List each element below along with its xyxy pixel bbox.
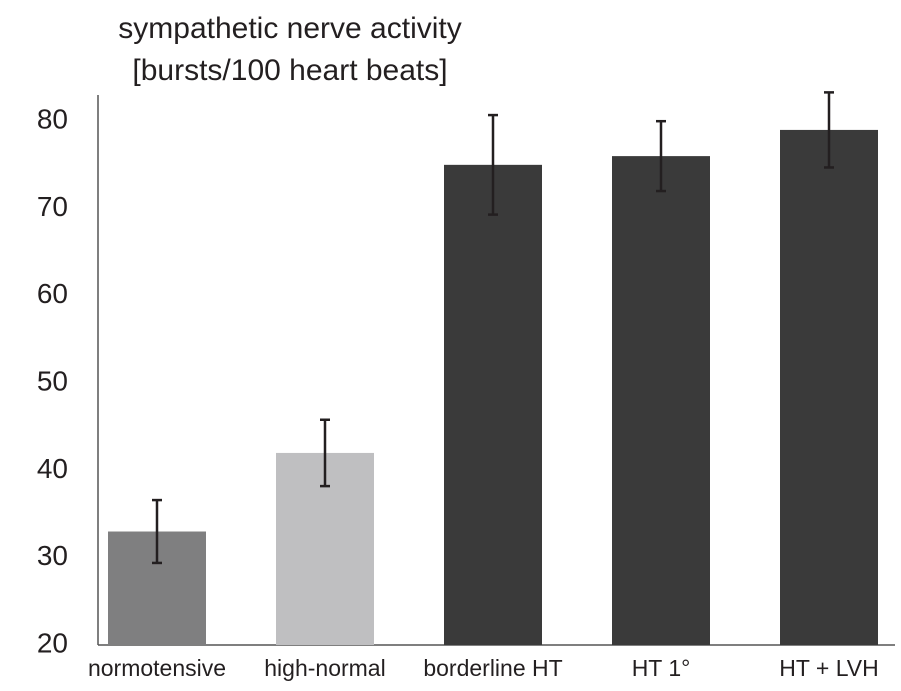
bar [444, 164, 542, 646]
y-tick-label: 70 [37, 191, 68, 222]
y-tick-label: 40 [37, 453, 68, 484]
x-tick-label: HT 1° [632, 655, 691, 681]
x-tick-label: normotensive [88, 655, 226, 681]
error-bar [488, 113, 498, 216]
y-tick-label: 20 [37, 627, 68, 658]
x-tick-label: high-normal [264, 655, 385, 681]
chart-title: sympathetic nerve activity [118, 12, 461, 45]
y-tick-label: 60 [37, 278, 68, 309]
chart-title: [bursts/100 heart beats] [132, 54, 447, 87]
error-bar [152, 498, 162, 565]
error-bar [824, 91, 834, 169]
error-bar [320, 418, 330, 488]
x-tick-label: HT + LVH [779, 655, 879, 681]
bar [780, 129, 878, 645]
x-tick-label: borderline HT [423, 655, 562, 681]
bar [612, 156, 710, 645]
y-tick-label: 50 [37, 365, 68, 396]
error-bar [656, 119, 666, 193]
y-tick-label: 80 [37, 104, 68, 135]
y-tick-label: 30 [37, 540, 68, 571]
